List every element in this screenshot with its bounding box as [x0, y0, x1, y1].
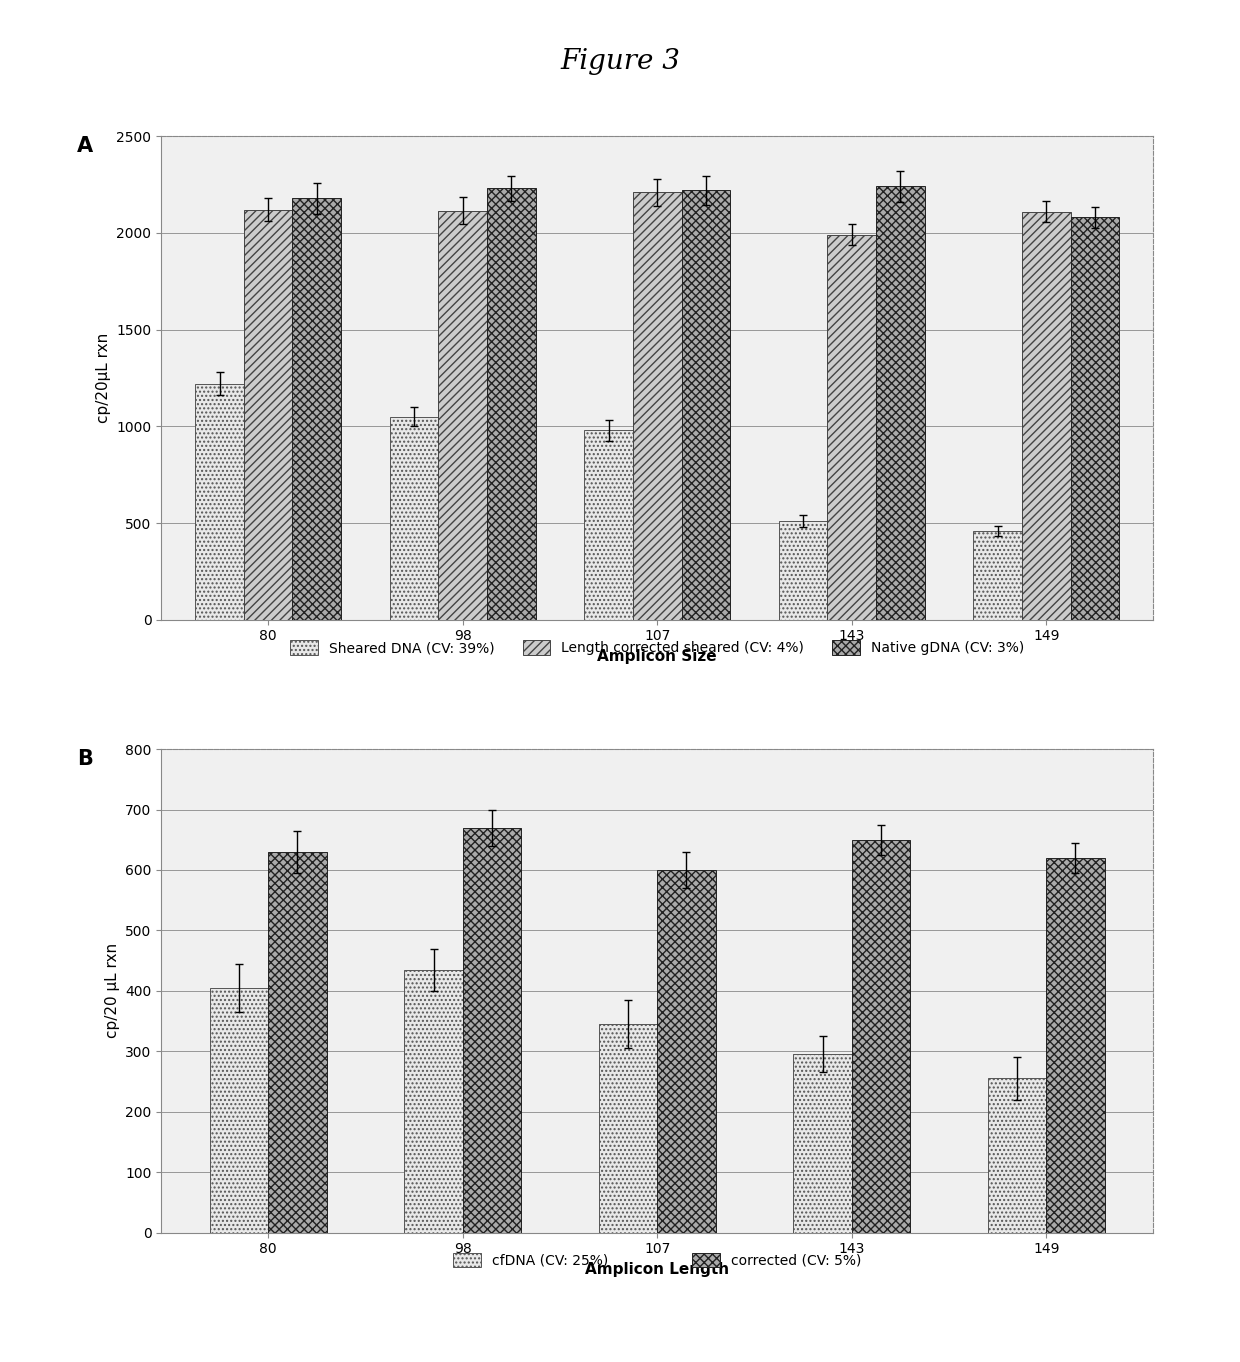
- Bar: [988, 1079, 1047, 1233]
- Bar: [463, 828, 521, 1233]
- Text: B: B: [77, 749, 93, 770]
- Legend: cfDNA (CV: 25%), corrected (CV: 5%): cfDNA (CV: 25%), corrected (CV: 5%): [454, 1253, 861, 1268]
- Text: A: A: [77, 136, 93, 157]
- Bar: [827, 234, 875, 620]
- Bar: [973, 531, 1022, 620]
- Bar: [794, 1054, 852, 1233]
- X-axis label: Amplicon Length: Amplicon Length: [585, 1261, 729, 1278]
- Bar: [584, 430, 632, 620]
- Bar: [1070, 218, 1120, 620]
- Bar: [779, 522, 827, 620]
- Bar: [682, 191, 730, 620]
- Bar: [487, 188, 536, 620]
- Bar: [599, 1024, 657, 1233]
- Bar: [404, 970, 463, 1233]
- Bar: [244, 210, 293, 620]
- Bar: [632, 192, 682, 620]
- Bar: [439, 211, 487, 620]
- Bar: [210, 987, 268, 1233]
- Bar: [293, 197, 341, 620]
- Y-axis label: cp/20μL rxn: cp/20μL rxn: [95, 332, 110, 424]
- Legend: Sheared DNA (CV: 39%), Length corrected sheared (CV: 4%), Native gDNA (CV: 3%): Sheared DNA (CV: 39%), Length corrected …: [290, 640, 1024, 655]
- Bar: [1022, 211, 1070, 620]
- Text: Figure 3: Figure 3: [560, 48, 680, 75]
- Bar: [268, 851, 326, 1233]
- X-axis label: Amplicon Size: Amplicon Size: [598, 648, 717, 665]
- Bar: [195, 384, 244, 620]
- Y-axis label: cp/20 μL rxn: cp/20 μL rxn: [104, 944, 119, 1038]
- Bar: [389, 417, 439, 620]
- Bar: [657, 870, 715, 1233]
- Bar: [852, 840, 910, 1233]
- Bar: [875, 187, 925, 620]
- Bar: [1047, 858, 1105, 1233]
